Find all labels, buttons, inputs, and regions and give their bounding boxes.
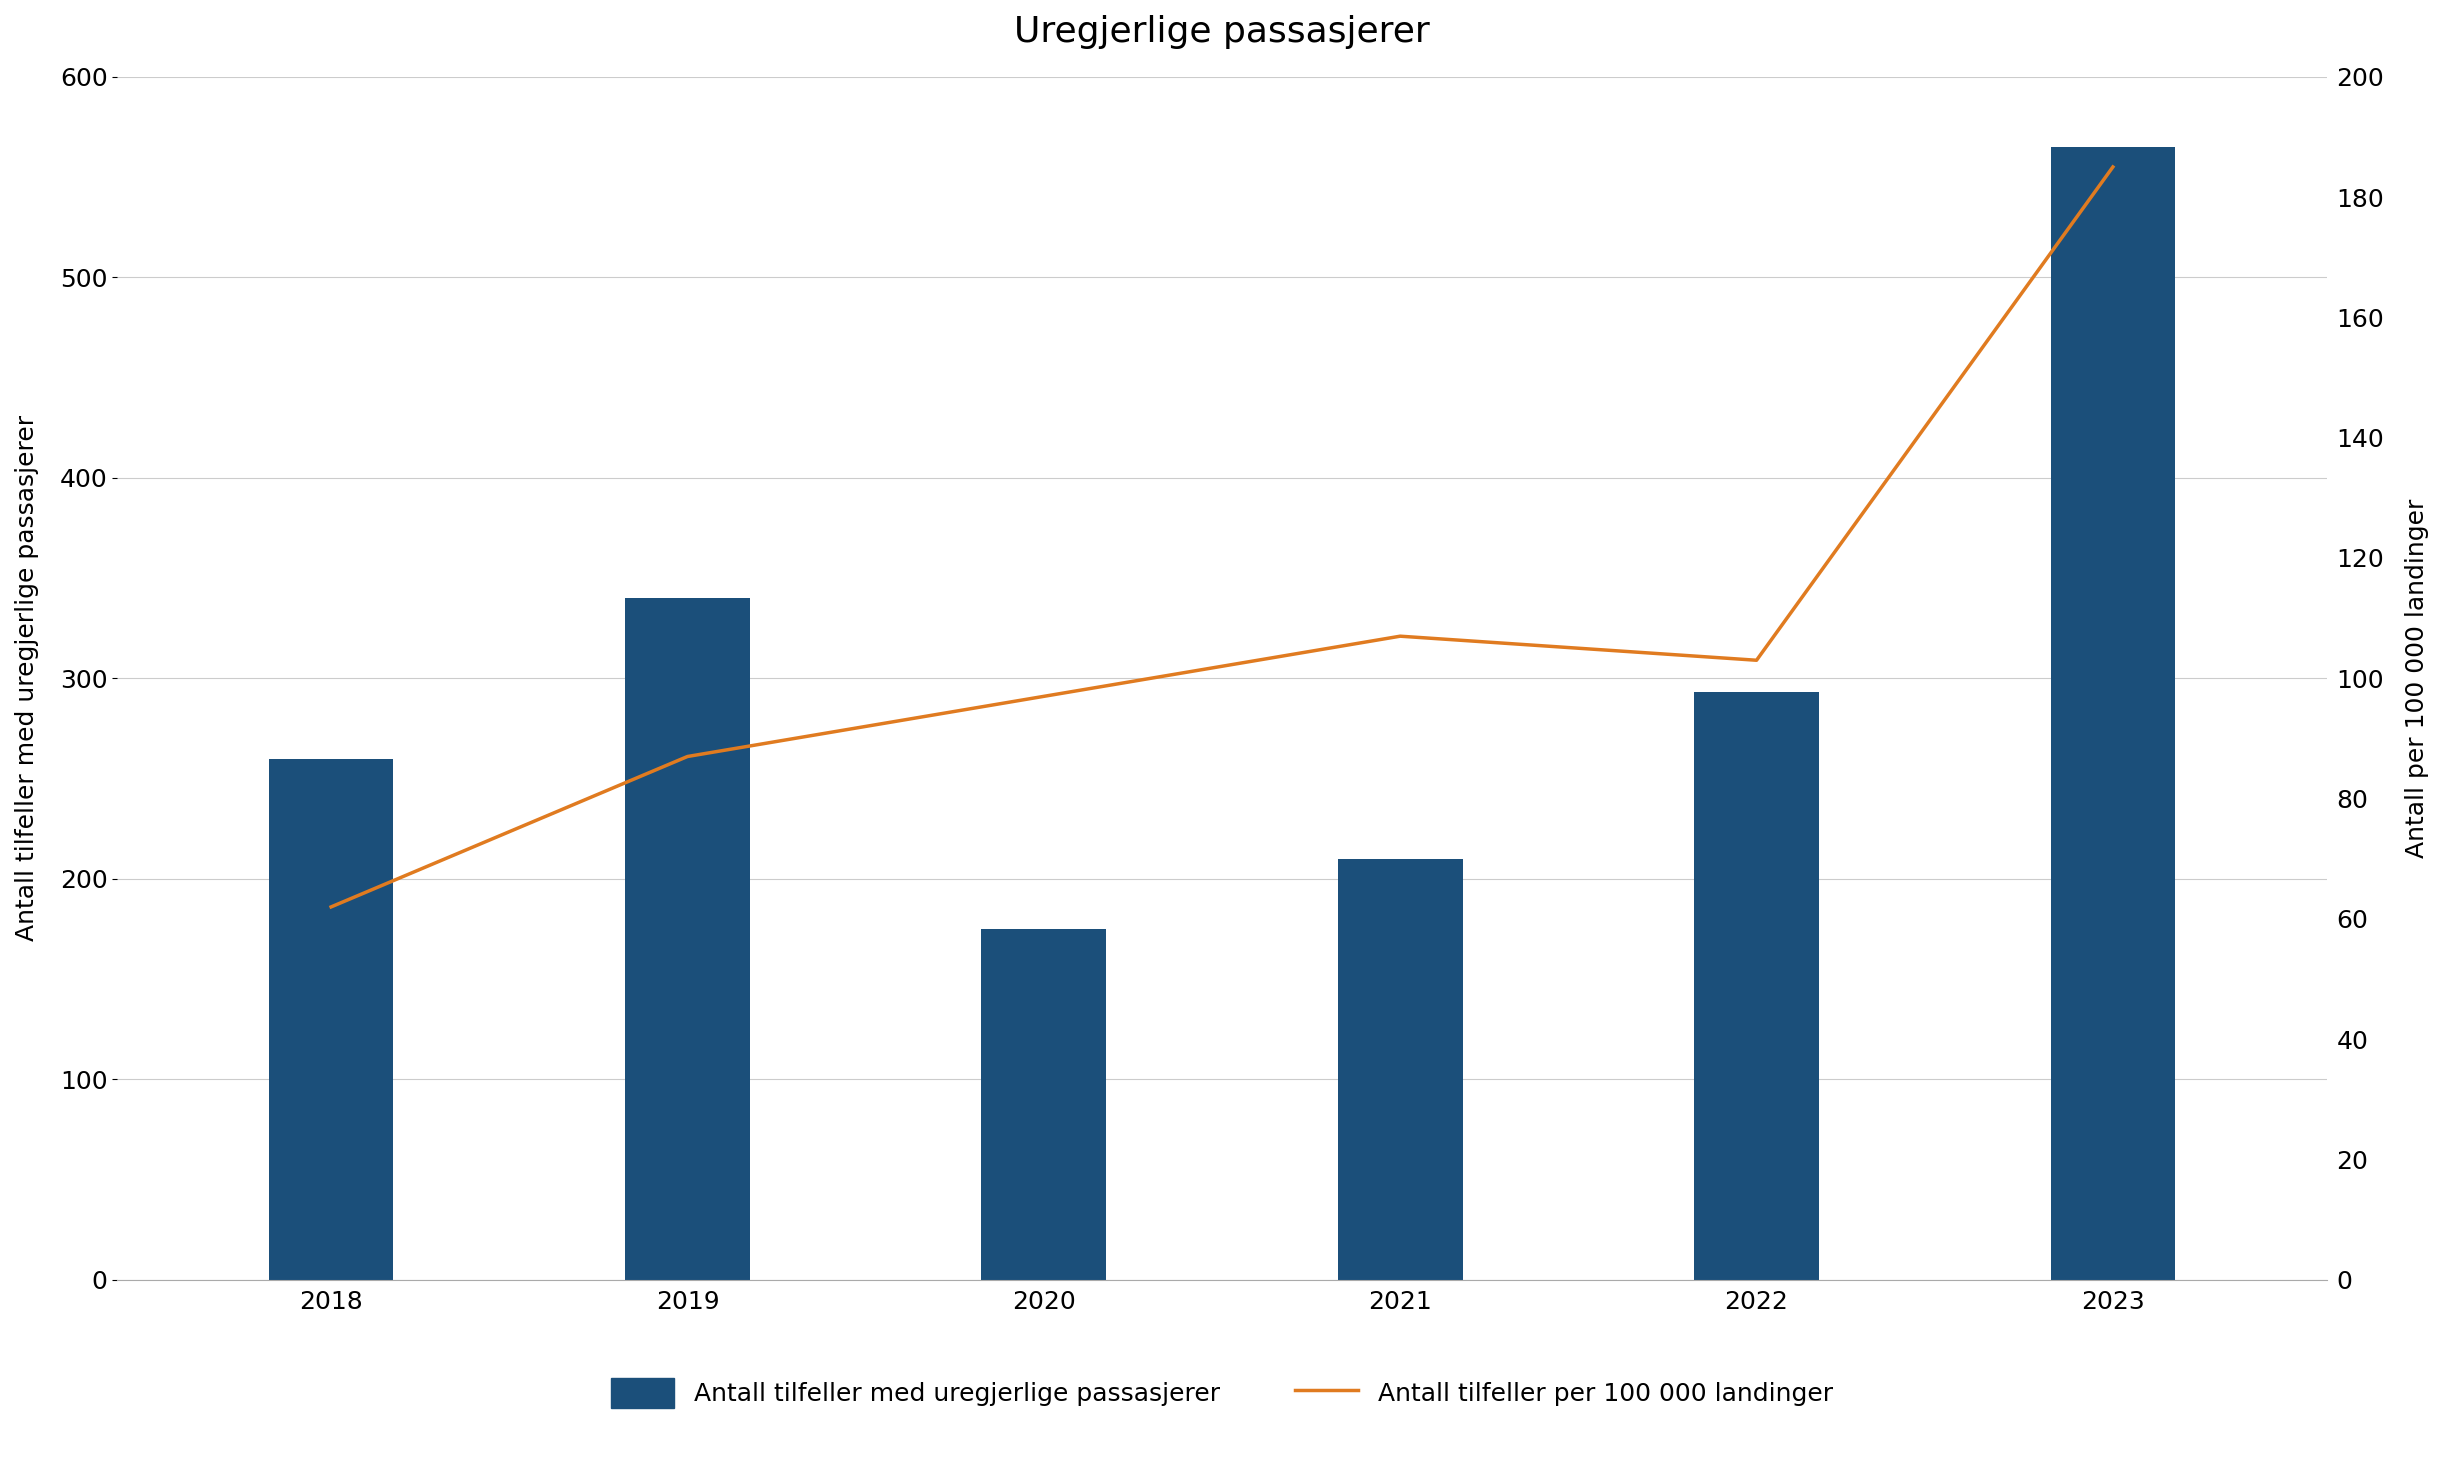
Y-axis label: Antall tilfeller med uregjerlige passasjerer: Antall tilfeller med uregjerlige passasj… xyxy=(15,415,39,942)
Bar xyxy=(1694,692,1818,1280)
Bar xyxy=(1337,858,1462,1280)
Bar xyxy=(269,759,393,1280)
Bar xyxy=(2051,147,2175,1280)
Y-axis label: Antall per 100 000 landinger: Antall per 100 000 landinger xyxy=(2405,499,2429,858)
Legend: Antall tilfeller med uregjerlige passasjerer, Antall tilfeller per 100 000 landi: Antall tilfeller med uregjerlige passasj… xyxy=(601,1368,1843,1418)
Bar xyxy=(626,599,750,1280)
Title: Uregjerlige passasjerer: Uregjerlige passasjerer xyxy=(1014,15,1430,50)
Bar xyxy=(982,929,1107,1280)
